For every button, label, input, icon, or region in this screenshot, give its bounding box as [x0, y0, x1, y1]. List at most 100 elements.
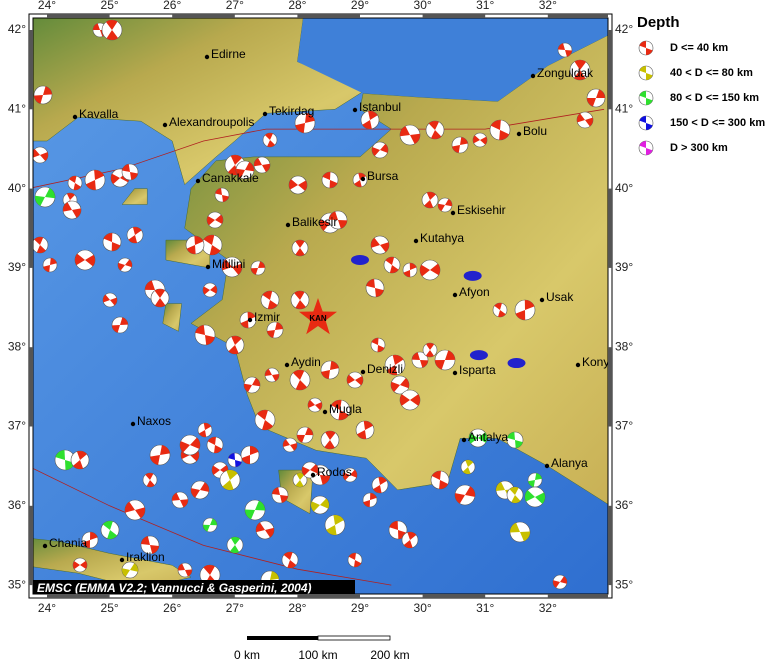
city-label: Rodos: [317, 465, 352, 479]
city-dot: [544, 463, 550, 469]
focal-mechanism: [33, 146, 49, 164]
focal-mechanism: [264, 367, 280, 383]
beachball-quadrant: [553, 576, 567, 588]
focal-mechanism: [352, 172, 368, 188]
focal-mechanism: [399, 124, 421, 146]
beachball-outline: [425, 120, 445, 140]
city-label: Konya: [582, 355, 616, 369]
city-dot: [72, 114, 78, 120]
focal-mechanism: [401, 531, 419, 549]
focal-mechanism: [468, 428, 488, 448]
focal-mechanism: [399, 389, 421, 411]
focal-mechanism: [460, 459, 476, 475]
lat-label-right: 37°: [615, 419, 633, 433]
focal-mechanism: [150, 288, 170, 308]
beachball-quadrant: [425, 343, 435, 357]
focal-mechanism: [371, 476, 389, 494]
beachball-quadrant: [420, 263, 440, 277]
focal-mechanism: [100, 520, 120, 540]
beachball-quadrant: [283, 439, 297, 451]
beachball-quadrant: [297, 427, 313, 443]
focal-mechanism: [388, 520, 408, 540]
lon-label-bottom: 25°: [101, 601, 119, 615]
beachball-quadrant: [240, 312, 256, 328]
focal-mechanism: [111, 316, 129, 334]
focal-mechanism: [290, 290, 310, 310]
focal-mechanism: [370, 235, 390, 255]
focal-mechanism: [328, 210, 348, 230]
beachball-quadrant: [253, 158, 271, 172]
beachball-quadrant: [69, 176, 81, 190]
focal-mechanism: [140, 535, 160, 555]
frame-tick: [422, 594, 486, 598]
focal-mechanism: [271, 486, 289, 504]
lon-label-top: 31°: [476, 0, 494, 12]
frame-tick: [297, 594, 360, 598]
focal-mechanism: [638, 40, 654, 56]
beachball-quadrant: [455, 486, 476, 504]
beachball-quadrant: [525, 490, 545, 504]
beachball-outline: [142, 472, 158, 488]
focal-mechanism: [81, 531, 99, 549]
city-dot: [352, 107, 358, 113]
beachball-quadrant: [343, 469, 357, 481]
focal-mechanism: [342, 467, 358, 483]
city-dot: [360, 176, 366, 182]
beachball-quadrant: [141, 536, 159, 554]
beachball-quadrant: [85, 170, 105, 190]
beachball-quadrant: [329, 211, 347, 229]
frame-tick: [47, 14, 110, 18]
beachball-quadrant: [373, 477, 387, 493]
focal-mechanism: [262, 132, 278, 148]
beachball-quadrant: [357, 421, 373, 439]
focal-mechanism: [250, 260, 266, 276]
city-dot: [530, 73, 536, 79]
focal-mechanism: [221, 256, 243, 278]
focal-mechanism: [72, 557, 88, 573]
beachball-quadrant: [400, 126, 421, 144]
frame-tick: [172, 14, 235, 18]
lat-label-left: 36°: [8, 498, 26, 512]
focal-mechanism: [33, 85, 53, 105]
city-label: Chania: [49, 536, 87, 550]
frame-tick: [29, 505, 33, 586]
focal-mechanism: [219, 469, 241, 491]
lon-label-bottom: 31°: [476, 601, 494, 615]
lon-label-top: 30°: [414, 0, 432, 12]
city-dot: [310, 472, 316, 478]
lake: [463, 270, 482, 281]
focal-mechanism: [321, 171, 339, 189]
city-label: Bursa: [367, 169, 399, 183]
lon-label-bottom: 32°: [539, 601, 557, 615]
city-dot: [575, 362, 581, 368]
credit: EMSC (EMMA V2.2; Vannucci & Gasperini, 2…: [37, 581, 312, 595]
focal-mechanism: [226, 536, 244, 554]
focal-mechanism: [289, 369, 311, 391]
city-dot: [452, 370, 458, 376]
scale-label: 0 km: [234, 648, 260, 660]
beachball-quadrant: [587, 89, 605, 107]
city-label: Denizli: [367, 362, 403, 376]
focal-mechanism: [425, 120, 445, 140]
lat-label-left: 40°: [8, 181, 26, 195]
focal-mechanism: [454, 484, 476, 506]
city-dot: [452, 292, 458, 298]
focal-mechanism: [371, 141, 389, 159]
beachball-quadrant: [227, 155, 243, 176]
focal-mechanism: [67, 175, 83, 191]
legend-label: 80 < D <= 150 km: [670, 92, 759, 104]
city-label: Istanbul: [359, 100, 401, 114]
beachball-quadrant: [198, 423, 212, 437]
city-dot: [204, 54, 210, 60]
beachball-quadrant: [295, 473, 305, 488]
focal-mechanism: [360, 110, 380, 130]
city-dot: [285, 222, 291, 228]
beachball-quadrant: [35, 188, 55, 206]
city-label: Alanya: [551, 456, 588, 470]
focal-mechanism: [296, 426, 314, 444]
city-dot: [539, 297, 545, 303]
city-label: Isparta: [459, 363, 496, 377]
beachball-quadrant: [348, 553, 362, 567]
focal-mechanism: [126, 226, 144, 244]
focal-mechanism: [288, 175, 308, 195]
